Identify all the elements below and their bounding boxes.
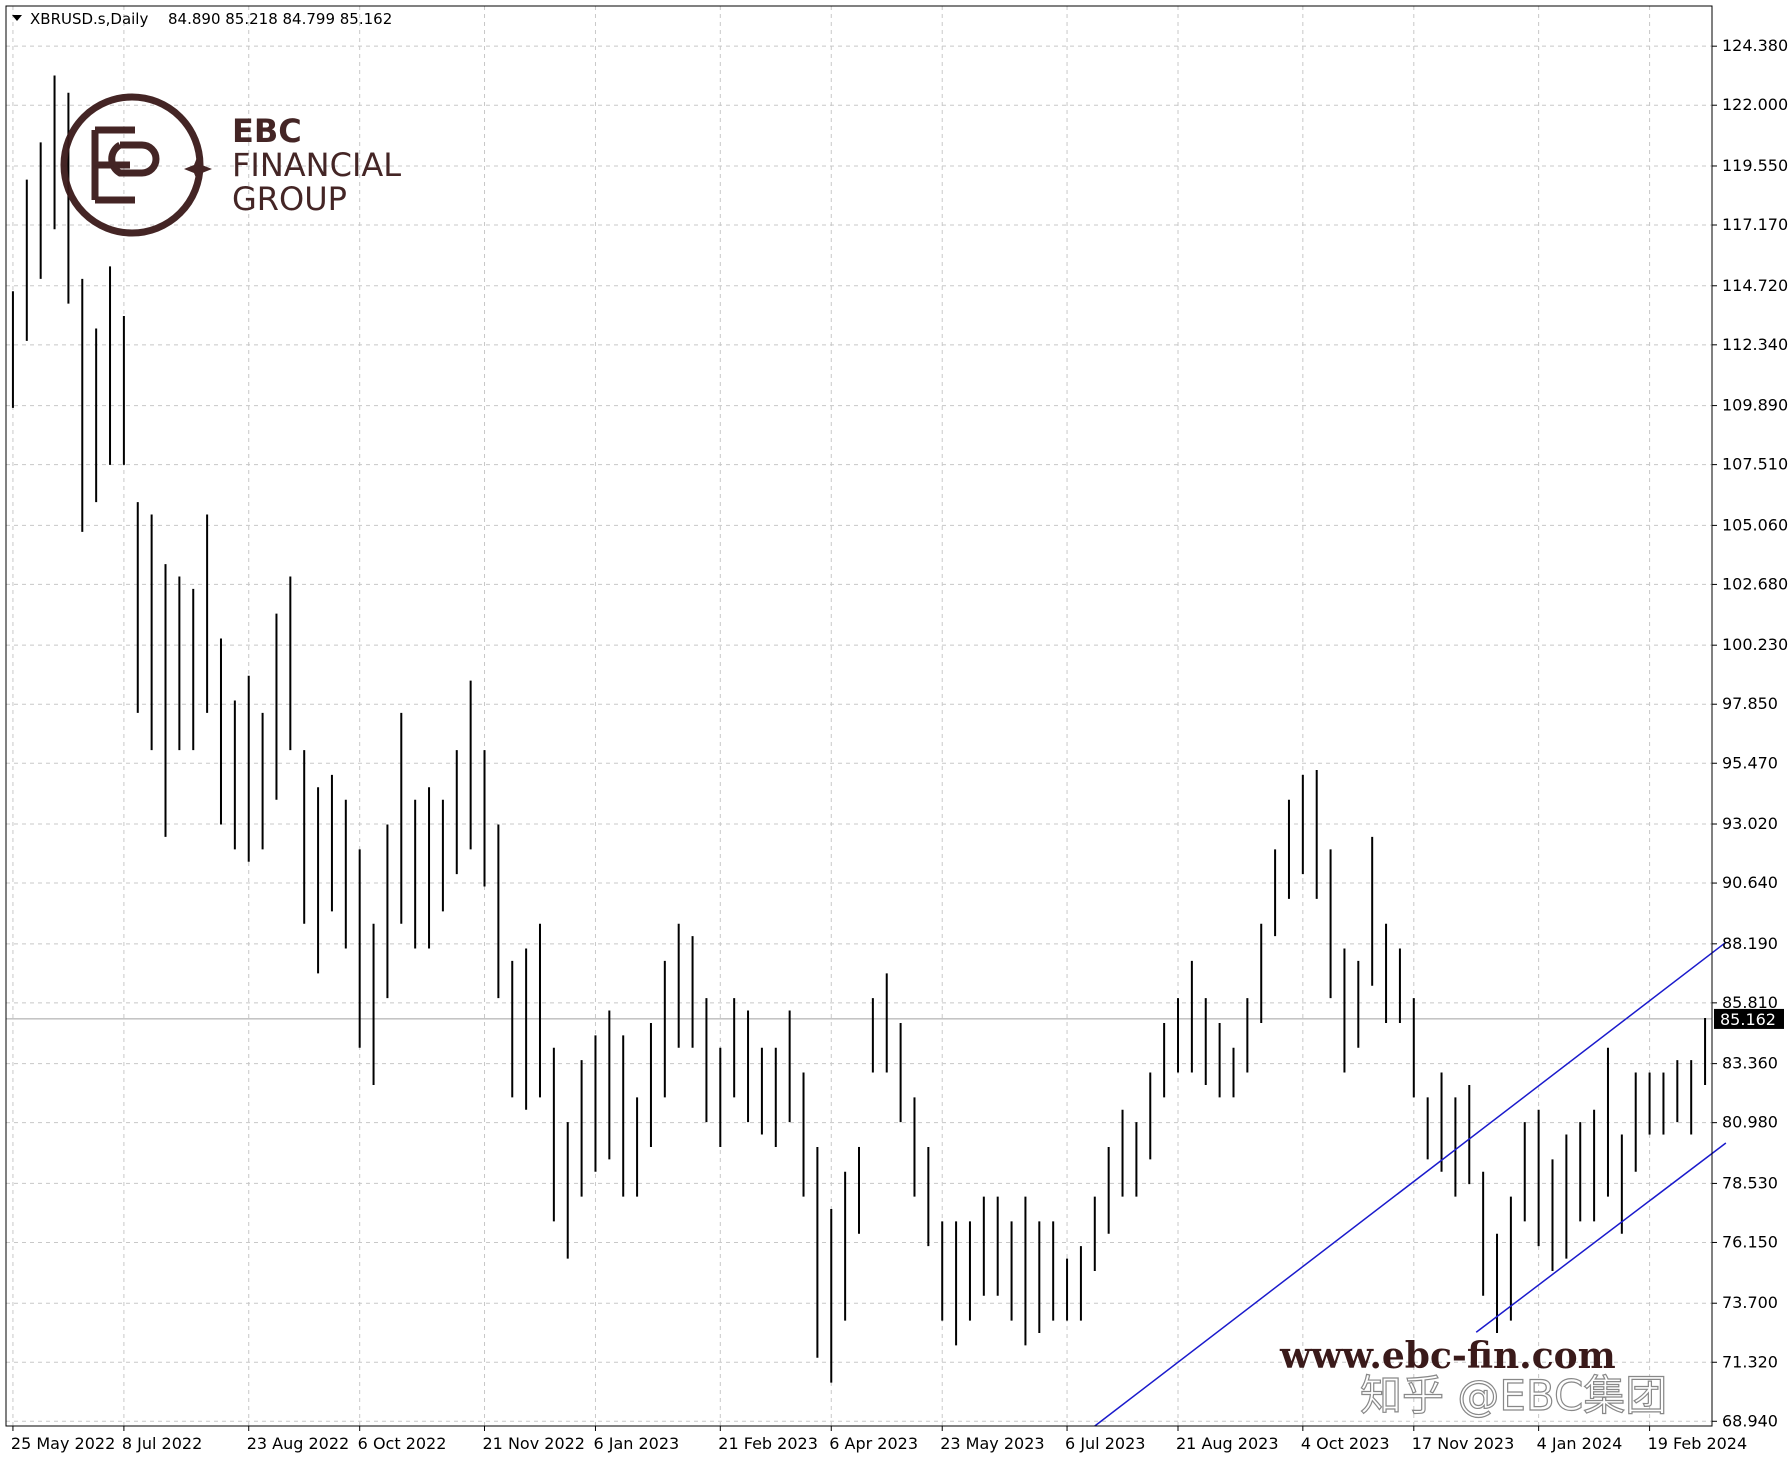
dropdown-icon[interactable] xyxy=(12,15,22,21)
y-tick-label: 114.720 xyxy=(1722,276,1788,295)
x-tick-label: 4 Jan 2024 xyxy=(1537,1434,1623,1453)
x-tick-label: 23 May 2023 xyxy=(940,1434,1044,1453)
trend-line xyxy=(1475,1142,1727,1333)
y-tick-label: 93.020 xyxy=(1722,814,1778,833)
x-tick-label: 19 Feb 2024 xyxy=(1648,1434,1748,1453)
x-tick-label: 4 Oct 2023 xyxy=(1301,1434,1390,1453)
x-tick-label: 6 Jan 2023 xyxy=(593,1434,679,1453)
y-tick-label: 102.680 xyxy=(1722,574,1788,593)
x-tick-label: 8 Jul 2022 xyxy=(122,1434,202,1453)
y-tick-label: 76.150 xyxy=(1722,1232,1778,1251)
logo-text: GROUP xyxy=(232,180,347,218)
x-tick-label: 25 May 2022 xyxy=(11,1434,115,1453)
y-tick-label: 112.340 xyxy=(1722,335,1788,354)
x-tick-label: 21 Feb 2023 xyxy=(718,1434,818,1453)
y-tick-label: 85.810 xyxy=(1722,993,1778,1012)
logo-text: EBC xyxy=(232,112,302,150)
y-tick-label: 124.380 xyxy=(1722,36,1788,55)
quote-label: 84.890 85.218 84.799 85.162 xyxy=(168,10,392,28)
y-tick-label: 117.170 xyxy=(1722,215,1788,234)
x-tick-label: 6 Oct 2022 xyxy=(358,1434,447,1453)
y-tick-label: 68.940 xyxy=(1722,1411,1778,1430)
x-tick-label: 23 Aug 2022 xyxy=(247,1434,350,1453)
logo-text: FINANCIAL xyxy=(232,146,401,184)
y-tick-label: 107.510 xyxy=(1722,455,1788,474)
plot-area xyxy=(6,6,1727,1427)
y-tick-label: 83.360 xyxy=(1722,1054,1778,1073)
y-tick-label: 119.550 xyxy=(1722,156,1788,175)
y-tick-label: 109.890 xyxy=(1722,396,1788,415)
x-tick-label: 21 Aug 2023 xyxy=(1176,1434,1279,1453)
logo-mark xyxy=(91,126,160,204)
last-price-label: 85.162 xyxy=(1720,1010,1776,1029)
x-tick-label: 21 Nov 2022 xyxy=(483,1434,585,1453)
symbol-label: XBRUSD.s,Daily xyxy=(30,10,148,28)
y-tick-label: 80.980 xyxy=(1722,1113,1778,1132)
logo: EBC FINANCIAL GROUP xyxy=(60,93,401,237)
y-tick-label: 97.850 xyxy=(1722,694,1778,713)
plot-frame xyxy=(5,5,1713,1427)
x-tick-label: 17 Nov 2023 xyxy=(1412,1434,1514,1453)
watermark-credit: 知乎 @EBC集团 xyxy=(1360,1371,1667,1420)
y-tick-label: 71.320 xyxy=(1722,1352,1778,1371)
y-tick-label: 105.060 xyxy=(1722,515,1788,534)
y-tick-label: 78.530 xyxy=(1722,1173,1778,1192)
y-tick-label: 95.470 xyxy=(1722,753,1778,772)
y-tick-label: 90.640 xyxy=(1722,873,1778,892)
last-price-box xyxy=(1714,1008,1784,1029)
y-tick-label: 100.230 xyxy=(1722,635,1788,654)
watermark-site: www.ebc-fin.com xyxy=(1279,1335,1616,1377)
y-tick-label: 122.000 xyxy=(1722,95,1788,114)
x-tick-label: 6 Apr 2023 xyxy=(829,1434,918,1453)
x-tick-label: 6 Jul 2023 xyxy=(1065,1434,1145,1453)
y-tick-label: 88.190 xyxy=(1722,934,1778,953)
trend-line xyxy=(1094,941,1727,1427)
y-tick-label: 73.700 xyxy=(1722,1293,1778,1312)
logo-star xyxy=(184,155,212,183)
